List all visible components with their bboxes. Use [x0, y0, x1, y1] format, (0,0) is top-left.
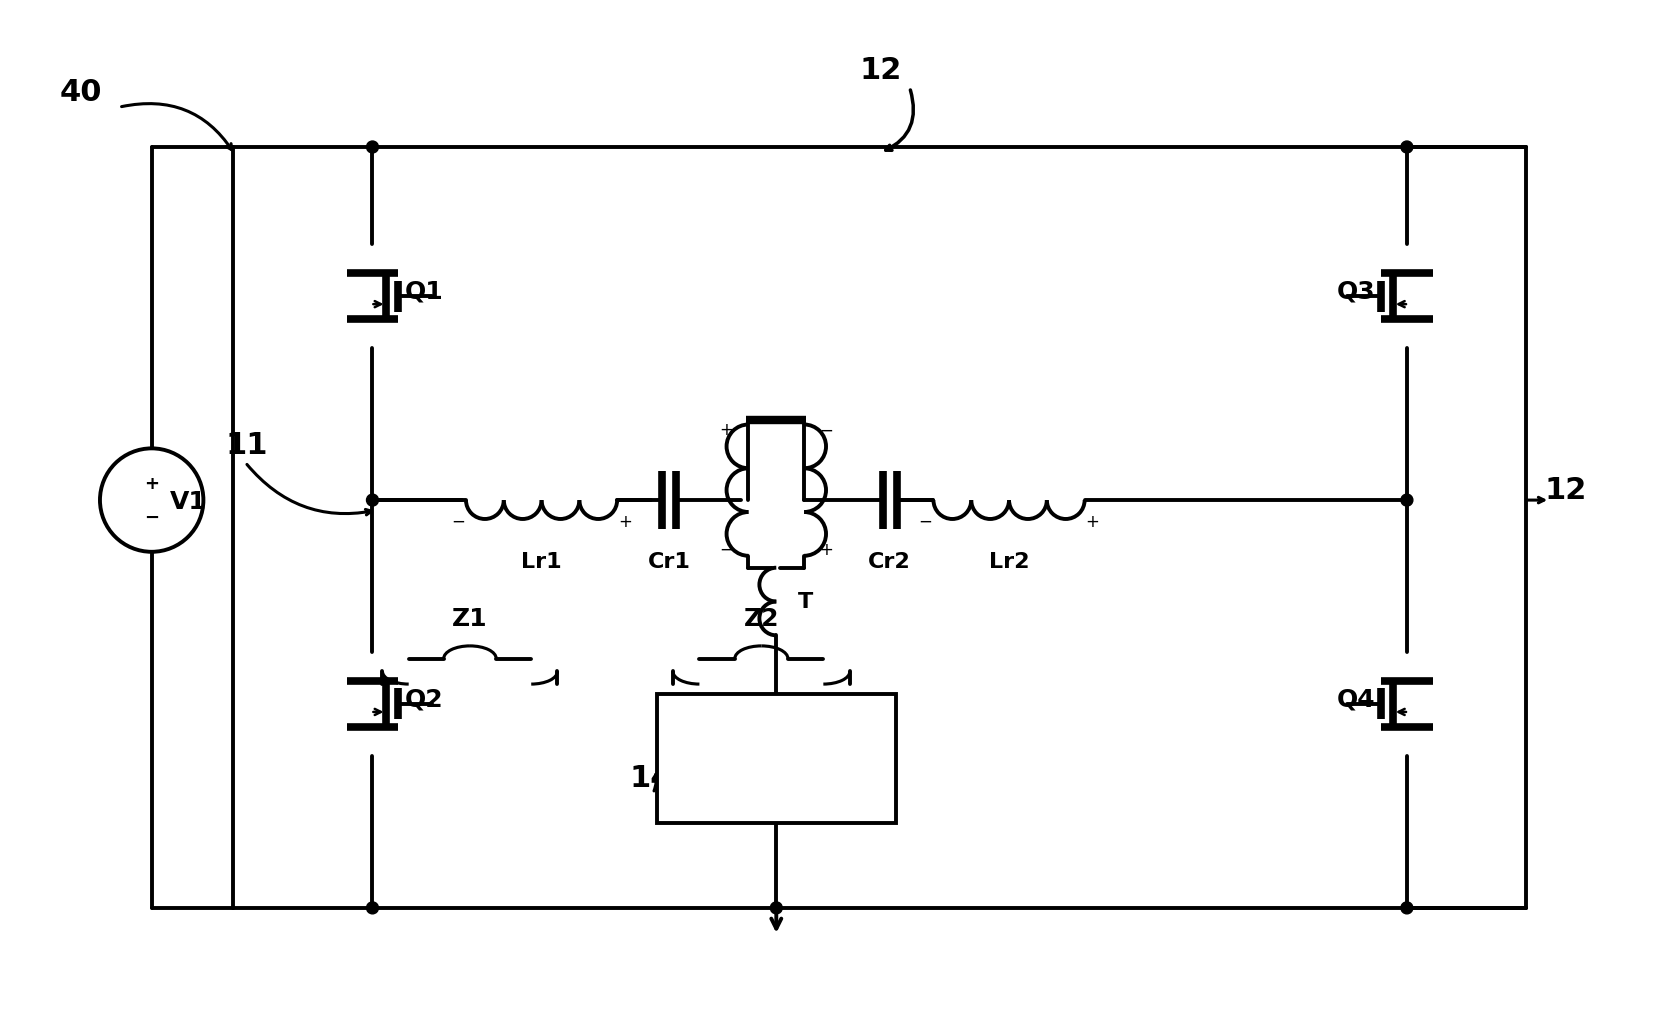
Circle shape	[1400, 902, 1414, 914]
Text: Cr2: Cr2	[868, 552, 911, 572]
Circle shape	[1400, 494, 1414, 506]
Text: −: −	[918, 513, 933, 531]
Text: −: −	[820, 421, 833, 440]
Text: T: T	[798, 591, 813, 612]
Text: −: −	[145, 509, 160, 527]
Text: +: +	[145, 475, 160, 493]
Circle shape	[366, 494, 379, 506]
Circle shape	[366, 902, 379, 914]
Circle shape	[770, 902, 782, 914]
Text: Lr1: Lr1	[521, 552, 562, 572]
Text: +: +	[720, 421, 733, 440]
Text: circuits: circuits	[733, 767, 820, 786]
Text: Z2: Z2	[743, 608, 780, 632]
Text: 12: 12	[1545, 476, 1587, 505]
Circle shape	[366, 141, 379, 153]
Text: V1: V1	[170, 490, 206, 514]
Text: Q2: Q2	[404, 687, 442, 711]
Text: Cr1: Cr1	[647, 552, 690, 572]
Text: +: +	[820, 541, 833, 558]
Text: 40: 40	[60, 77, 101, 106]
Text: 12: 12	[860, 56, 903, 85]
Text: −: −	[451, 513, 466, 531]
Text: Q1: Q1	[404, 280, 442, 303]
Text: Lr2: Lr2	[989, 552, 1029, 572]
Bar	[657, 695, 896, 824]
Text: Secondary: Secondary	[715, 733, 838, 752]
Text: Z1: Z1	[452, 608, 487, 632]
Text: −: −	[720, 541, 733, 558]
Text: Q3: Q3	[1337, 280, 1375, 303]
Text: +: +	[1086, 513, 1099, 531]
Text: +: +	[619, 513, 632, 531]
Text: Q4: Q4	[1337, 687, 1375, 711]
Text: 11: 11	[225, 431, 268, 460]
Circle shape	[1400, 141, 1414, 153]
Text: 14: 14	[629, 764, 672, 793]
